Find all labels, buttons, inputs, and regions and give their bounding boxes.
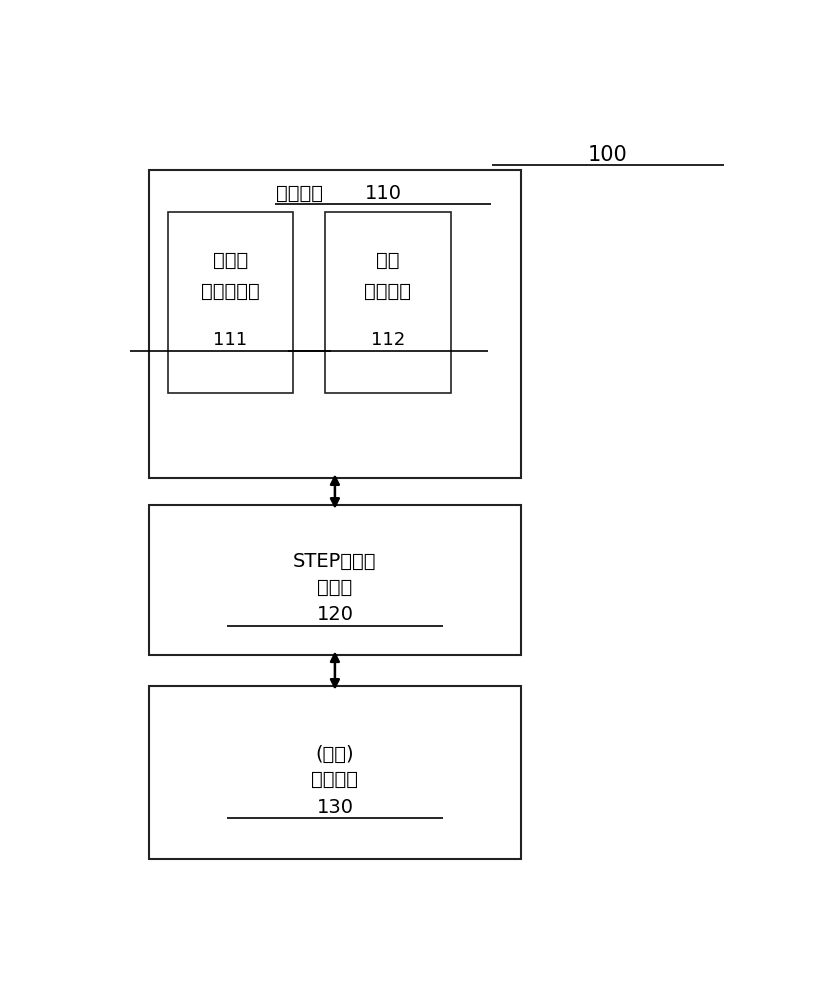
- Text: (多个): (多个): [315, 745, 354, 764]
- Text: 130: 130: [316, 798, 353, 817]
- Text: 112: 112: [370, 331, 405, 349]
- Text: 数据存储: 数据存储: [276, 184, 323, 203]
- Text: 持久: 持久: [376, 251, 399, 270]
- Bar: [325, 212, 450, 393]
- Bar: [148, 686, 521, 859]
- Bar: [167, 212, 293, 393]
- Text: 网络接口: 网络接口: [311, 770, 358, 789]
- Text: 120: 120: [316, 605, 353, 624]
- Bar: [148, 505, 521, 655]
- Text: 路由存储库: 路由存储库: [201, 282, 259, 301]
- Text: 控制器: 控制器: [317, 578, 352, 597]
- Bar: [148, 170, 521, 478]
- Text: STEP服务器: STEP服务器: [293, 552, 376, 571]
- Text: 100: 100: [587, 145, 627, 165]
- Text: 111: 111: [213, 331, 248, 349]
- Text: 易失性: 易失性: [213, 251, 248, 270]
- Text: 历史信息: 历史信息: [364, 282, 411, 301]
- Text: 110: 110: [364, 184, 401, 203]
